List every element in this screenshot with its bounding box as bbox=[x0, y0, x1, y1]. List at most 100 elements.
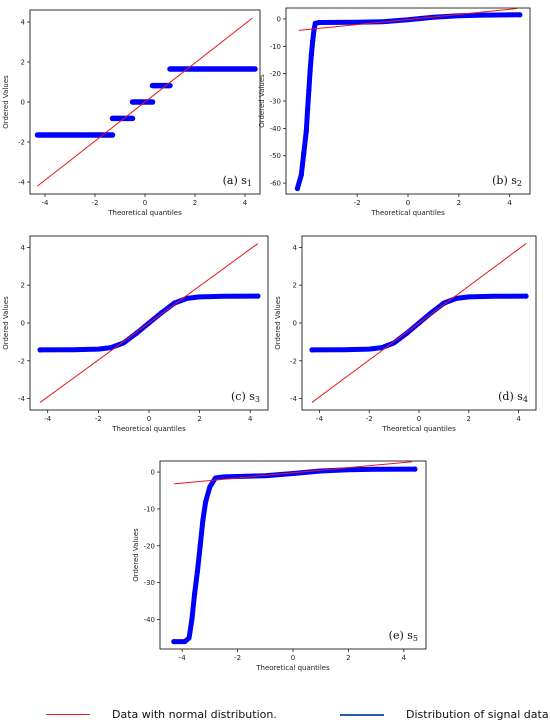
y-tick-label: -4 bbox=[18, 179, 26, 187]
figure-legend: Data with normal distribution. Distribut… bbox=[0, 700, 550, 726]
x-tick-label: -2 bbox=[95, 415, 102, 423]
y-tick-label: 0 bbox=[21, 320, 25, 328]
y-tick-label: 2 bbox=[293, 282, 297, 290]
y-tick-label: 4 bbox=[21, 19, 26, 27]
tail-point bbox=[303, 128, 309, 134]
y-tick-label: -10 bbox=[144, 505, 155, 513]
x-tick-label: -2 bbox=[354, 199, 361, 207]
x-tick-label: -2 bbox=[92, 199, 99, 207]
panel-label-text: (c) s bbox=[231, 390, 255, 403]
normal-reference-line bbox=[37, 17, 253, 187]
y-tick-label: -40 bbox=[144, 616, 155, 624]
x-tick-label: -4 bbox=[44, 415, 52, 423]
x-tick-label: 2 bbox=[457, 199, 461, 207]
tail-point bbox=[197, 543, 203, 549]
panel-label: (d) s4 bbox=[498, 390, 528, 404]
tail-point bbox=[517, 12, 523, 18]
legend-label-normal: Data with normal distribution. bbox=[112, 708, 277, 721]
tail-point bbox=[301, 150, 307, 156]
normal-reference-line bbox=[298, 8, 518, 31]
tail-point bbox=[255, 293, 261, 299]
tail-point bbox=[441, 300, 447, 306]
tail-point bbox=[298, 172, 304, 178]
tail-point bbox=[311, 27, 317, 33]
x-tick-label: 4 bbox=[507, 199, 512, 207]
tail-point bbox=[203, 498, 209, 505]
quantile-curve bbox=[171, 466, 418, 645]
y-tick-label: 2 bbox=[21, 59, 25, 67]
tail-point bbox=[310, 38, 316, 44]
panel-label: (e) s5 bbox=[389, 629, 418, 643]
tail-point bbox=[133, 330, 139, 337]
tail-point bbox=[294, 185, 301, 192]
panel-label-text: (d) s bbox=[498, 390, 523, 403]
x-tick-label: 4 bbox=[248, 415, 253, 423]
panel-label-subscript: 1 bbox=[247, 179, 252, 188]
signal-points bbox=[171, 466, 418, 645]
panel-label: (a) s1 bbox=[223, 174, 252, 188]
x-tick-label: -2 bbox=[234, 654, 241, 662]
y-tick-label: -30 bbox=[270, 98, 281, 106]
x-axis-label: Theoretical quantiles bbox=[370, 209, 445, 217]
signal-points bbox=[34, 66, 258, 138]
y-tick-label: 0 bbox=[151, 469, 155, 477]
tail-point bbox=[306, 87, 312, 93]
x-axis-label: Theoretical quantiles bbox=[107, 209, 182, 217]
tail-point bbox=[171, 300, 177, 306]
legend-swatch-normal bbox=[46, 714, 90, 715]
panel-label-text: (b) s bbox=[492, 174, 517, 187]
y-axis-label: Ordered Values bbox=[132, 528, 140, 582]
panel-label-subscript: 4 bbox=[523, 395, 528, 404]
y-tick-label: -40 bbox=[270, 125, 281, 133]
tail-point bbox=[159, 309, 165, 316]
y-axis-label: Ordered Values bbox=[2, 296, 10, 350]
normal-reference-line bbox=[39, 243, 259, 403]
tail-point bbox=[523, 293, 529, 299]
x-tick-label: -4 bbox=[316, 415, 324, 423]
y-tick-label: -2 bbox=[290, 357, 297, 365]
x-tick-label: -4 bbox=[179, 654, 187, 662]
y-axis-label: Ordered Values bbox=[2, 75, 10, 129]
qq-panel-3: -4 -2 0 2 4 -4 -2 0 2 4 Theoretical quantiles Order… bbox=[2, 235, 269, 433]
x-tick-label: -4 bbox=[42, 199, 50, 207]
panel-label-text: (a) s bbox=[223, 174, 248, 187]
tail-point bbox=[403, 330, 410, 337]
x-axis-label: Theoretical quantiles bbox=[381, 425, 456, 433]
normal-reference-line bbox=[311, 243, 527, 403]
x-tick-label: 0 bbox=[291, 654, 295, 662]
x-tick-label: 2 bbox=[193, 199, 197, 207]
x-tick-label: 0 bbox=[143, 199, 147, 207]
panel-label-subscript: 3 bbox=[255, 395, 260, 404]
y-tick-label: 4 bbox=[21, 244, 26, 252]
legend-item-signal: Distribution of signal data. bbox=[340, 708, 550, 721]
x-tick-label: 0 bbox=[417, 415, 421, 423]
panel-label: (c) s3 bbox=[231, 390, 260, 404]
legend-swatch-signal bbox=[340, 713, 384, 716]
tail-point bbox=[308, 51, 315, 58]
tail-point bbox=[194, 568, 201, 575]
y-tick-label: -60 bbox=[270, 180, 281, 188]
y-tick-label: -10 bbox=[270, 43, 281, 51]
legend-item-normal: Data with normal distribution. bbox=[46, 708, 277, 721]
x-axis-label: Theoretical quantiles bbox=[255, 664, 330, 672]
y-tick-label: -20 bbox=[270, 70, 281, 78]
qq-panel-4: -4 -2 0 2 4 -4 -2 0 2 4 Theoretical quantiles Order… bbox=[274, 235, 537, 433]
y-axis-label: Ordered Values bbox=[274, 296, 282, 350]
tail-point bbox=[309, 347, 315, 353]
y-tick-label: -30 bbox=[144, 579, 155, 587]
y-tick-label: -20 bbox=[144, 542, 155, 550]
panel-label-subscript: 5 bbox=[413, 634, 418, 643]
y-axis-label: Ordered Values bbox=[258, 74, 266, 128]
panel-label: (b) s2 bbox=[492, 174, 522, 188]
x-tick-label: 2 bbox=[467, 415, 471, 423]
y-tick-label: -4 bbox=[290, 395, 298, 403]
x-tick-label: 2 bbox=[346, 654, 350, 662]
x-tick-label: 2 bbox=[197, 415, 201, 423]
x-tick-label: 4 bbox=[516, 415, 521, 423]
y-tick-label: -2 bbox=[18, 139, 25, 147]
axes-frame bbox=[159, 460, 427, 650]
y-tick-label: 0 bbox=[293, 320, 297, 328]
